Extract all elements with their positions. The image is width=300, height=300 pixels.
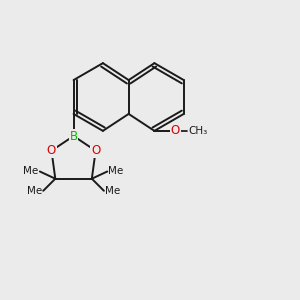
Text: O: O xyxy=(171,124,180,137)
Text: Me: Me xyxy=(109,167,124,176)
Text: O: O xyxy=(47,144,56,157)
Text: B: B xyxy=(70,130,78,142)
Text: CH₃: CH₃ xyxy=(188,126,208,136)
Text: Me: Me xyxy=(23,167,39,176)
Text: Me: Me xyxy=(27,186,42,196)
Text: O: O xyxy=(91,144,100,157)
Text: Me: Me xyxy=(105,186,120,196)
